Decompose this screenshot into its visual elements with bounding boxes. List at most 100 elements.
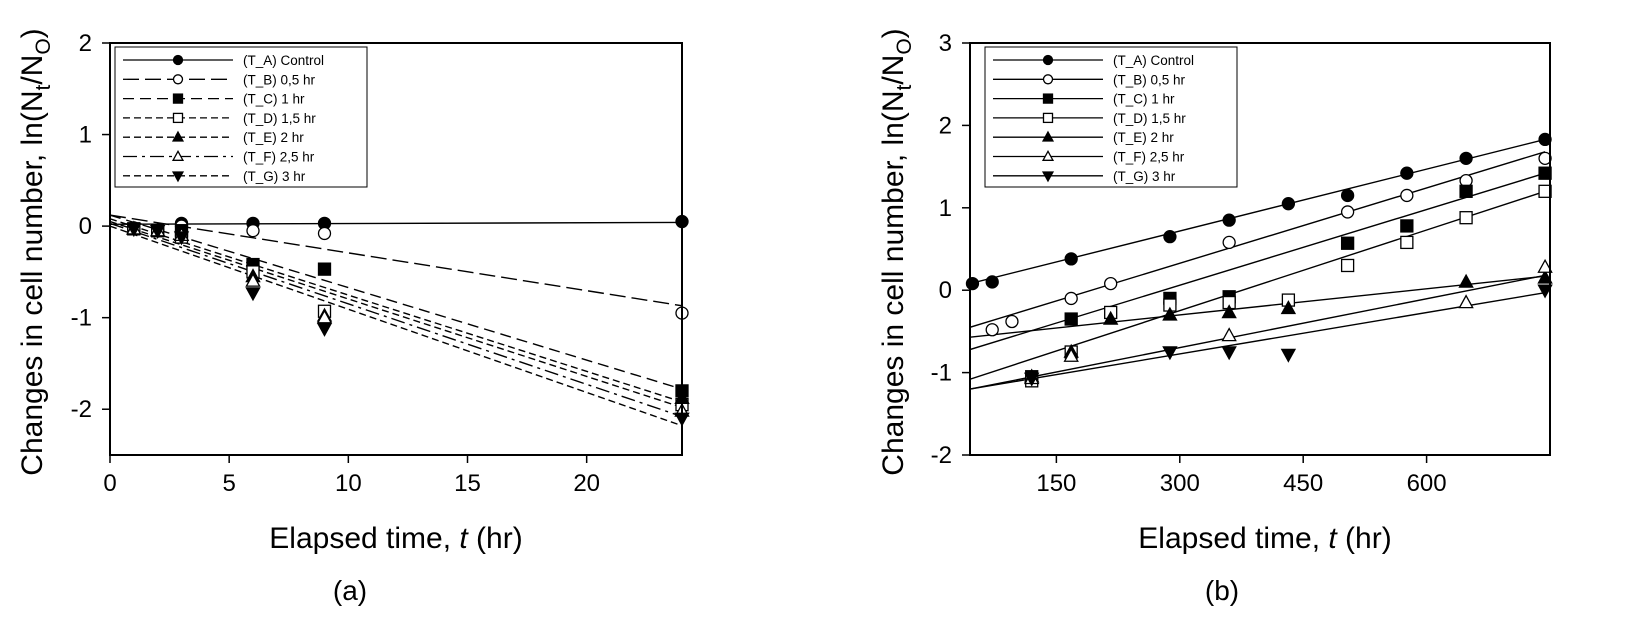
b-legend-label: (T_D) 1,5 hr	[1113, 111, 1186, 126]
a-legend-label: (T_A) Control	[243, 53, 324, 68]
a-fit-line-1	[110, 221, 682, 225]
b-series-1-point	[985, 275, 999, 289]
a-y-tick-label: -1	[71, 305, 92, 332]
b-series-1-point	[1538, 132, 1552, 147]
a-x-tick-label: 5	[222, 470, 235, 497]
b-series-1-point	[965, 276, 980, 291]
a-series-7-point	[316, 322, 333, 337]
panel-b-y-axis-label: Changes in cell number, ln(Nt/NO)	[877, 28, 916, 475]
b-series-4-point	[1400, 235, 1414, 250]
b-series-1-point	[1459, 151, 1473, 166]
b-series-3-point	[1340, 236, 1355, 250]
b-series-5-point	[1537, 269, 1553, 284]
b-series-6-point	[1537, 258, 1553, 273]
b-series-7-point	[1537, 284, 1553, 299]
a-series-7-point	[173, 231, 190, 246]
b-legend-label: (T_A) Control	[1113, 53, 1194, 68]
b-series-7-point	[1280, 348, 1297, 363]
b-series-7-point	[1162, 346, 1178, 361]
a-y-tick-label: 0	[79, 213, 92, 240]
b-legend-marker	[1041, 171, 1055, 183]
panel-b-plot-frame	[969, 42, 1551, 456]
b-series-5-point	[1102, 310, 1119, 325]
panel-b-caption: (b)	[1205, 575, 1239, 606]
a-legend-label: (T_D) 1,5 hr	[243, 111, 316, 126]
a-series-6-point	[316, 309, 333, 324]
panel-b-ticks: 150 300 450 600 3 2 1 0 -1 -2	[931, 30, 1447, 497]
b-legend-marker	[1041, 130, 1055, 142]
b-series-2-point	[1222, 235, 1236, 250]
a-fit-line-3	[110, 214, 682, 390]
b-y-tick-label: -2	[931, 442, 952, 469]
b-series-5-point	[1162, 306, 1178, 321]
panel-b-x-axis-label: Elapsed time, t (hr)	[1138, 522, 1391, 555]
panel-b-legend: (T_A) Control (T_B) 0,5 hr (T_C) 1 hr (T_D)…	[984, 46, 1238, 188]
b-series-4-point	[1538, 184, 1552, 198]
a-legend-label: (T_G) 3 hr	[243, 169, 306, 184]
b-series-1-point	[1340, 188, 1355, 203]
a-y-tick-label: 1	[79, 122, 92, 149]
b-series-2-point	[1340, 205, 1355, 219]
a-legend-marker	[171, 130, 185, 142]
a-fit-lines	[110, 214, 682, 427]
b-data-points	[965, 132, 1553, 388]
b-legend-label: (T_F) 2,5 hr	[1113, 150, 1185, 165]
a-fit-line-7	[110, 225, 682, 427]
panel-a-plot-frame	[109, 42, 683, 456]
b-series-2-point	[985, 323, 999, 337]
a-x-tick-label: 10	[335, 470, 362, 497]
a-series-7-point	[149, 224, 166, 239]
a-legend-label: (T_E) 2 hr	[243, 130, 304, 145]
a-data-points	[126, 214, 690, 427]
b-y-tick-label: 2	[939, 112, 952, 139]
a-legend-marker	[172, 54, 184, 66]
a-legend-marker	[171, 171, 185, 183]
b-legend-marker	[1042, 93, 1054, 104]
a-x-tick-label: 0	[103, 470, 116, 497]
b-series-4-point	[1459, 211, 1473, 225]
b-legend-label: (T_C) 1 hr	[1113, 92, 1175, 107]
b-series-1-point	[1064, 252, 1078, 266]
b-series-3-point	[1459, 184, 1473, 198]
panel-a-caption: (a)	[333, 575, 367, 606]
a-series-7-point	[245, 287, 261, 302]
panel-b: (T_A) Control (T_B) 0,5 hr (T_C) 1 hr (T_D)…	[877, 28, 1553, 606]
b-series-3-point	[1064, 312, 1078, 326]
b-series-6-point	[1063, 347, 1079, 362]
a-x-tick-label: 20	[573, 470, 600, 497]
b-legend-label: (T_G) 3 hr	[1113, 169, 1176, 184]
panel-a: (T_A) Control (T_B) 0,5 hr (T_C) 1 hr (T_D)…	[16, 28, 690, 606]
b-series-6-point	[1458, 294, 1474, 309]
b-legend-marker	[1042, 74, 1054, 85]
b-x-tick-label: 150	[1036, 470, 1076, 497]
b-series-7-point	[1024, 372, 1040, 387]
b-legend-marker	[1042, 54, 1054, 66]
b-series-7-point	[1221, 346, 1237, 361]
panel-b-legend-frame	[984, 46, 1238, 188]
b-series-5-point	[1458, 273, 1474, 288]
a-legend-label: (T_F) 2,5 hr	[243, 150, 315, 165]
a-legend-label: (T_B) 0,5 hr	[243, 72, 316, 87]
a-series-7-point	[126, 223, 142, 238]
b-series-2-point	[1538, 151, 1552, 166]
a-fit-line-6	[110, 222, 682, 418]
a-series-3-point	[317, 262, 332, 276]
b-series-2-point	[1005, 314, 1019, 329]
b-fit-line-6	[970, 274, 1546, 390]
b-series-1-point	[1400, 166, 1414, 180]
panel-a-x-axis-label: Elapsed time, t (hr)	[269, 522, 522, 555]
b-y-tick-label: -1	[931, 360, 952, 387]
b-legend-label: (T_E) 2 hr	[1113, 130, 1174, 145]
b-fit-line-7	[970, 291, 1546, 390]
b-y-tick-label: 3	[939, 30, 952, 57]
b-legend-marker	[1041, 149, 1055, 161]
a-series-6-point	[245, 272, 261, 287]
b-series-1-point	[1222, 213, 1236, 227]
b-series-3-point	[1538, 166, 1552, 180]
a-series-2-point	[246, 224, 260, 238]
b-legend-label: (T_B) 0,5 hr	[1113, 72, 1186, 87]
b-legend-marker	[1042, 112, 1054, 124]
panel-a-legend-frame	[114, 46, 368, 188]
